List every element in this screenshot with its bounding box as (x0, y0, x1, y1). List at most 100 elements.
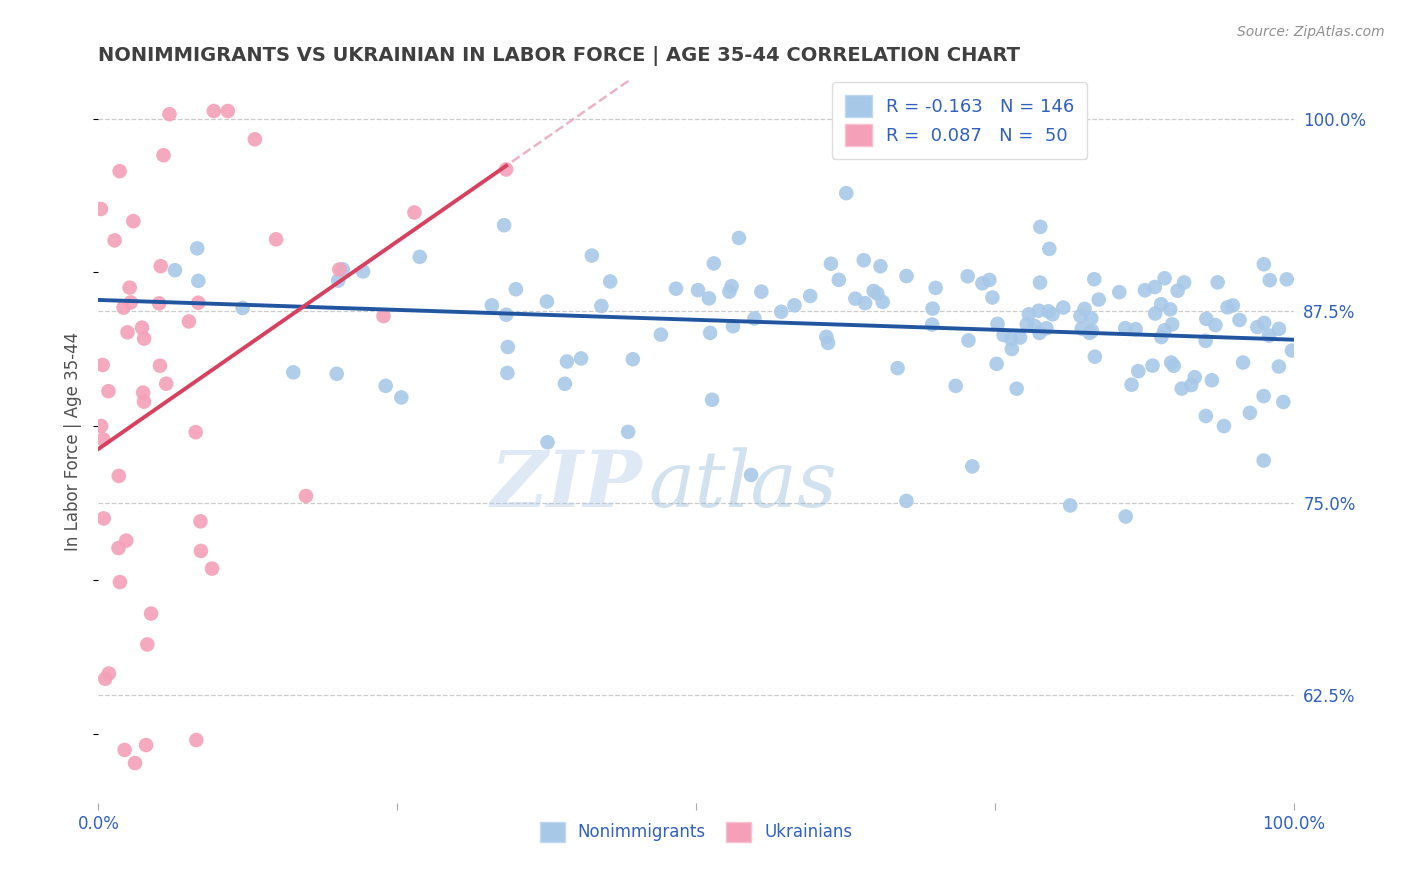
Point (993, 328, 1015, 343)
Point (1153, 323, 1175, 337)
Point (1121, 377, 1143, 392)
Point (97, 384, 120, 399)
Point (132, 385, 155, 400)
Point (1087, 293, 1109, 307)
Point (149, 359, 172, 373)
Point (1160, 355, 1182, 369)
Point (862, 284, 884, 298)
Point (1028, 326, 1050, 340)
Point (1028, 303, 1050, 318)
Point (699, 326, 721, 340)
Point (149, 259, 172, 273)
Point (665, 282, 688, 296)
Point (728, 231, 751, 245)
Point (352, 264, 374, 278)
Point (1001, 342, 1024, 356)
Point (817, 335, 839, 350)
Point (155, 376, 177, 391)
Point (569, 351, 592, 366)
Point (1195, 409, 1218, 423)
Point (97, 666, 120, 681)
Point (1144, 307, 1167, 321)
Point (828, 273, 851, 287)
Point (844, 292, 866, 306)
Point (108, 575, 131, 590)
Text: ZIP: ZIP (491, 447, 643, 523)
Point (1070, 321, 1092, 335)
Point (1163, 359, 1185, 373)
Point (201, 561, 224, 575)
Point (373, 309, 395, 323)
Point (103, 234, 125, 248)
Point (1081, 324, 1104, 338)
Point (409, 250, 432, 264)
Point (186, 733, 208, 747)
Point (374, 379, 396, 393)
Point (107, 469, 129, 483)
Point (148, 296, 170, 310)
Point (581, 248, 603, 262)
Point (986, 357, 1008, 371)
Point (1213, 419, 1236, 434)
Point (1084, 350, 1107, 364)
Point (332, 262, 354, 277)
Point (1078, 326, 1101, 340)
Point (187, 295, 209, 310)
Point (496, 340, 519, 354)
Point (886, 361, 908, 376)
Point (1206, 276, 1229, 290)
Point (554, 376, 576, 391)
Point (163, 263, 186, 277)
Point (1195, 334, 1218, 348)
Point (962, 459, 984, 474)
Point (591, 299, 613, 313)
Point (136, 637, 159, 651)
Point (957, 334, 980, 348)
Point (1246, 320, 1268, 334)
Point (139, 607, 162, 621)
Point (1229, 313, 1251, 327)
Point (94, 672, 117, 686)
Point (120, 295, 142, 310)
Point (972, 277, 994, 291)
Point (1114, 321, 1136, 335)
Text: Source: ZipAtlas.com: Source: ZipAtlas.com (1237, 25, 1385, 39)
Legend: Nonimmigrants, Ukrainians: Nonimmigrants, Ukrainians (533, 815, 859, 848)
Point (536, 294, 558, 309)
Point (536, 435, 558, 450)
Point (617, 425, 640, 439)
Point (1073, 301, 1095, 316)
Point (108, 164, 131, 178)
Point (1253, 389, 1275, 403)
Point (749, 285, 772, 299)
Point (217, 103, 239, 118)
Point (1005, 382, 1028, 396)
Point (869, 259, 891, 273)
Point (1042, 307, 1064, 321)
Point (852, 253, 875, 268)
Point (122, 214, 145, 228)
Point (131, 320, 153, 334)
Point (1029, 276, 1052, 290)
Point (1239, 406, 1261, 420)
Point (555, 354, 578, 368)
Point (1232, 355, 1254, 369)
Point (1268, 322, 1291, 336)
Point (1052, 301, 1074, 315)
Point (896, 268, 918, 283)
Point (152, 148, 174, 162)
Point (177, 314, 200, 328)
Point (650, 327, 672, 342)
Point (1142, 359, 1164, 373)
Point (328, 274, 350, 288)
Point (1253, 316, 1275, 330)
Point (187, 274, 209, 288)
Point (283, 365, 305, 379)
Point (1070, 309, 1092, 323)
Point (186, 241, 208, 255)
Point (93, 511, 115, 525)
Point (389, 391, 412, 405)
Point (1024, 319, 1046, 334)
Point (783, 298, 806, 312)
Point (820, 257, 842, 271)
